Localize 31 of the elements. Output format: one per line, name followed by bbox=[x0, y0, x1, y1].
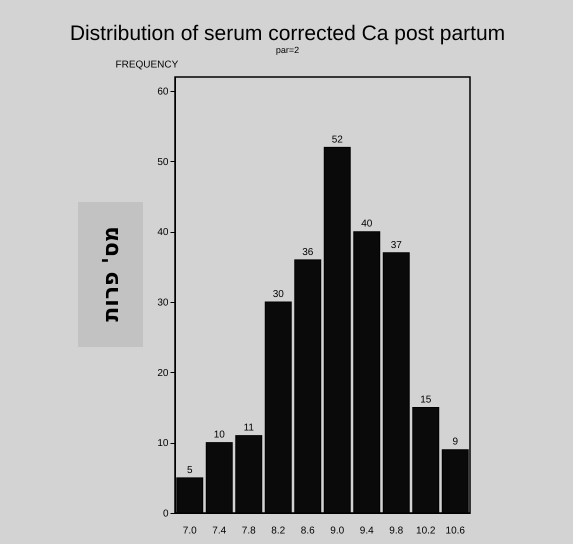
x-tick-label: 10.2 bbox=[416, 526, 436, 536]
data-label: 30 bbox=[272, 289, 284, 300]
y-tick-label: 60 bbox=[157, 86, 169, 98]
y-axis-title: FREQUENCY bbox=[116, 60, 179, 70]
x-tick-label: 9.8 bbox=[389, 526, 404, 536]
y-tick-label: 30 bbox=[157, 298, 169, 309]
x-tick-label: 9.4 bbox=[360, 526, 374, 536]
x-tick-label: 7.4 bbox=[212, 526, 227, 536]
y-tick-label: 50 bbox=[157, 156, 169, 168]
data-label: 52 bbox=[332, 134, 344, 146]
chart-subtitle: par=2 bbox=[276, 45, 300, 55]
data-label: 10 bbox=[214, 430, 226, 441]
y-tick-label: 20 bbox=[157, 368, 169, 379]
y-tick-label: 0 bbox=[162, 508, 169, 520]
x-tick-label: 7.0 bbox=[182, 526, 198, 536]
x-tick-label: 10.6 bbox=[446, 526, 466, 536]
x-tick-label: 9.0 bbox=[330, 526, 345, 536]
x-tick-label: 8.6 bbox=[300, 526, 316, 536]
text: מס' פרות bbox=[99, 226, 124, 322]
data-label: 37 bbox=[390, 240, 402, 251]
data-label: 11 bbox=[244, 422, 254, 434]
x-tick-label: 7.8 bbox=[242, 526, 256, 536]
data-label: 15 bbox=[420, 394, 432, 406]
data-label: 40 bbox=[361, 218, 373, 230]
y-tick-label: 40 bbox=[157, 227, 169, 238]
chart-title: Distribution of serum corrected Ca post partum bbox=[70, 22, 506, 45]
data-label: 9 bbox=[452, 436, 458, 448]
data-label: 5 bbox=[186, 464, 193, 476]
data-label: 36 bbox=[302, 246, 314, 258]
x-tick-label: 8.2 bbox=[271, 526, 286, 536]
y-tick-label: 10 bbox=[157, 438, 169, 450]
